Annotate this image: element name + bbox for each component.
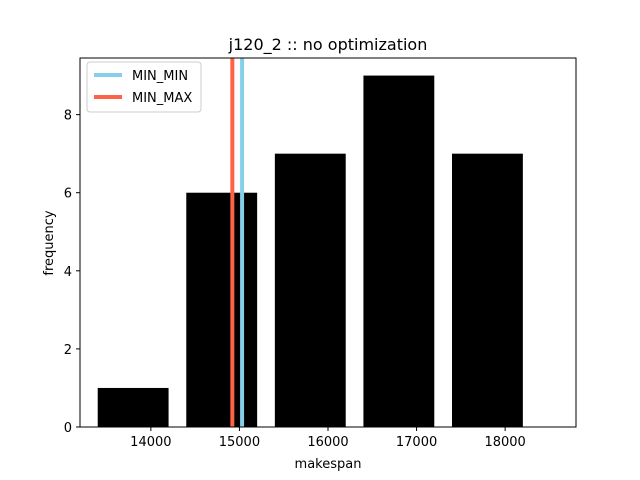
x-tick-label: 18000 xyxy=(484,435,525,450)
legend-label-min-max: MIN_MAX xyxy=(132,91,192,106)
x-tick-label: 14000 xyxy=(130,435,171,450)
histogram-bar-4 xyxy=(452,153,523,427)
y-tick-label: 4 xyxy=(64,265,72,280)
histogram-bar-3 xyxy=(363,75,435,428)
histogram-bar-1 xyxy=(186,192,258,427)
chart-title: j120_2 :: no optimization xyxy=(228,35,428,55)
histogram-bar-0 xyxy=(97,387,169,427)
y-tick-label: 6 xyxy=(64,187,72,202)
x-tick-label: 17000 xyxy=(396,435,437,450)
x-tick-label: 15000 xyxy=(219,435,260,450)
axes-layer: 14000 15000 16000 17000 18000 0 2 4 6 8 xyxy=(64,57,577,450)
histogram-bar-2 xyxy=(274,153,346,427)
y-tick-label: 0 xyxy=(64,421,72,436)
vlines-layer xyxy=(230,58,245,427)
y-axis-label: frequency xyxy=(42,210,57,276)
y-tick-label: 2 xyxy=(64,343,72,358)
bars-layer xyxy=(97,75,523,428)
x-axis-label: makespan xyxy=(295,457,362,472)
x-tick-label: 16000 xyxy=(307,435,348,450)
y-tick-label: 8 xyxy=(64,109,72,124)
legend-label-min-min: MIN_MIN xyxy=(132,69,188,84)
legend: MIN_MIN MIN_MAX xyxy=(86,61,202,113)
